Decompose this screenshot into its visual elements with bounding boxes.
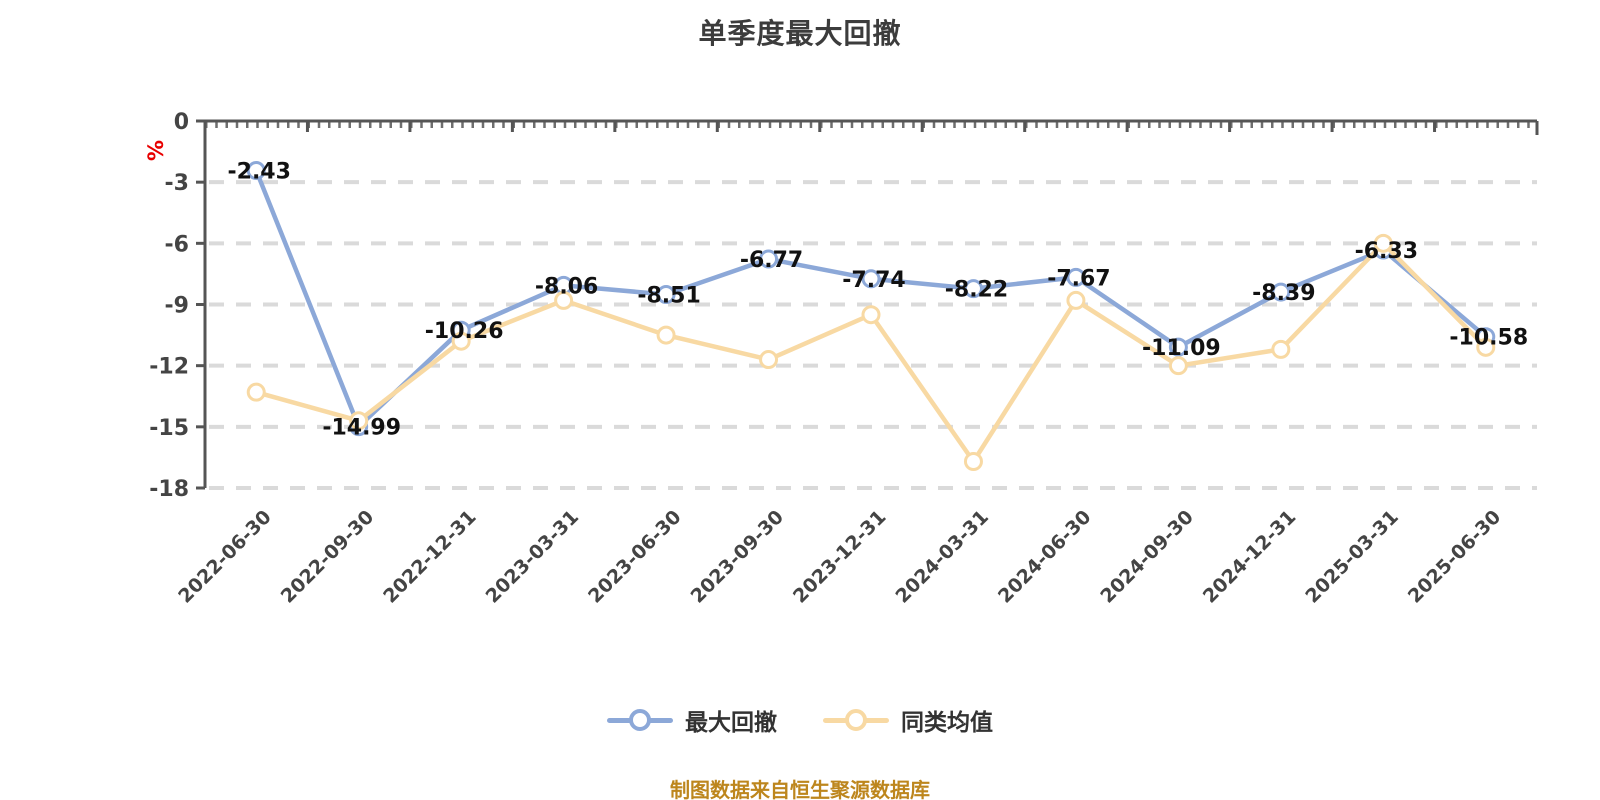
x-tick-label: 2025-06-30 (1404, 506, 1506, 608)
x-tick-label: 2024-06-30 (994, 506, 1096, 608)
data-point-marker (759, 249, 779, 269)
data-point-marker (963, 451, 983, 471)
data-point-marker (554, 290, 574, 310)
legend-line-marker-yellow (823, 709, 889, 731)
x-tick-label: 2023-03-31 (482, 506, 584, 608)
x-tick-label: 2025-03-31 (1301, 506, 1403, 608)
legend-label: 最大回撤 (685, 710, 777, 736)
data-point-marker (1066, 290, 1086, 310)
data-point-marker (1066, 267, 1086, 287)
legend-line-marker-blue (607, 709, 673, 731)
data-point-label: -7.74 (842, 268, 905, 293)
data-point-marker (246, 161, 266, 181)
data-point-label: -8.22 (945, 278, 1008, 303)
data-point-label: -8.06 (535, 274, 598, 299)
data-point-marker (1476, 337, 1496, 357)
data-point-marker (1271, 339, 1291, 359)
data-point-label: -8.51 (637, 284, 700, 309)
x-tick-label: 2023-06-30 (584, 506, 686, 608)
data-point-marker (1373, 233, 1393, 253)
data-point-label: -14.99 (322, 416, 401, 441)
data-point-label: -2.43 (228, 160, 291, 185)
x-tick-label: 2024-12-31 (1199, 506, 1301, 608)
x-tick-label: 2024-03-31 (891, 506, 993, 608)
data-point-marker (1271, 282, 1291, 302)
chart-title: 单季度最大回撤 (698, 17, 902, 50)
data-point-marker (1168, 356, 1188, 376)
data-point-marker (349, 411, 369, 431)
x-tick-label: 2022-09-30 (277, 506, 379, 608)
y-tick-label: -6 (165, 232, 189, 257)
data-point-marker (1168, 337, 1188, 357)
data-point-marker (759, 350, 779, 370)
data-point-marker (656, 285, 676, 305)
y-tick-label: -12 (149, 355, 189, 380)
data-point-marker (246, 382, 266, 402)
y-axis-unit-label: % (144, 140, 168, 161)
legend-dot-icon (629, 709, 651, 731)
y-tick-label: -15 (149, 416, 189, 441)
data-point-label: -7.67 (1047, 266, 1110, 291)
x-tick-label: 2023-12-31 (789, 506, 891, 608)
x-tick-label: 2023-09-30 (687, 506, 789, 608)
data-point-marker (861, 305, 881, 325)
data-point-marker (963, 279, 983, 299)
data-point-marker (861, 269, 881, 289)
legend-label: 同类均值 (901, 710, 993, 736)
y-tick-label: 0 (174, 110, 189, 135)
x-tick-label: 2022-12-31 (379, 506, 481, 608)
x-tick-label: 2024-09-30 (1096, 506, 1198, 608)
data-point-marker (451, 331, 471, 351)
data-point-label: -10.26 (425, 319, 504, 344)
source-note: 制图数据来自恒生聚源数据库 (670, 778, 930, 800)
data-point-label: -6.33 (1355, 239, 1418, 264)
data-point-label: -6.77 (740, 248, 803, 273)
x-tick-label: 2022-06-30 (174, 506, 276, 608)
legend-item-max-drawdown[interactable]: 最大回撤 (607, 703, 777, 737)
y-tick-label: -3 (165, 171, 189, 196)
legend-dot-icon (845, 709, 867, 731)
data-point-label: -10.58 (1449, 326, 1528, 351)
data-point-label: -11.09 (1142, 336, 1221, 361)
y-tick-label: -18 (149, 477, 189, 502)
line-chart-canvas: 0-3-6-9-12-15-18%2022-06-30 2022-09-30 202… (144, 110, 1539, 608)
data-point-marker (656, 325, 676, 345)
legend: 最大回撤 同类均值 (0, 700, 1600, 740)
data-point-label: -8.39 (1252, 281, 1315, 306)
legend-item-category-average[interactable]: 同类均值 (823, 703, 993, 737)
y-tick-label: -9 (165, 294, 189, 319)
